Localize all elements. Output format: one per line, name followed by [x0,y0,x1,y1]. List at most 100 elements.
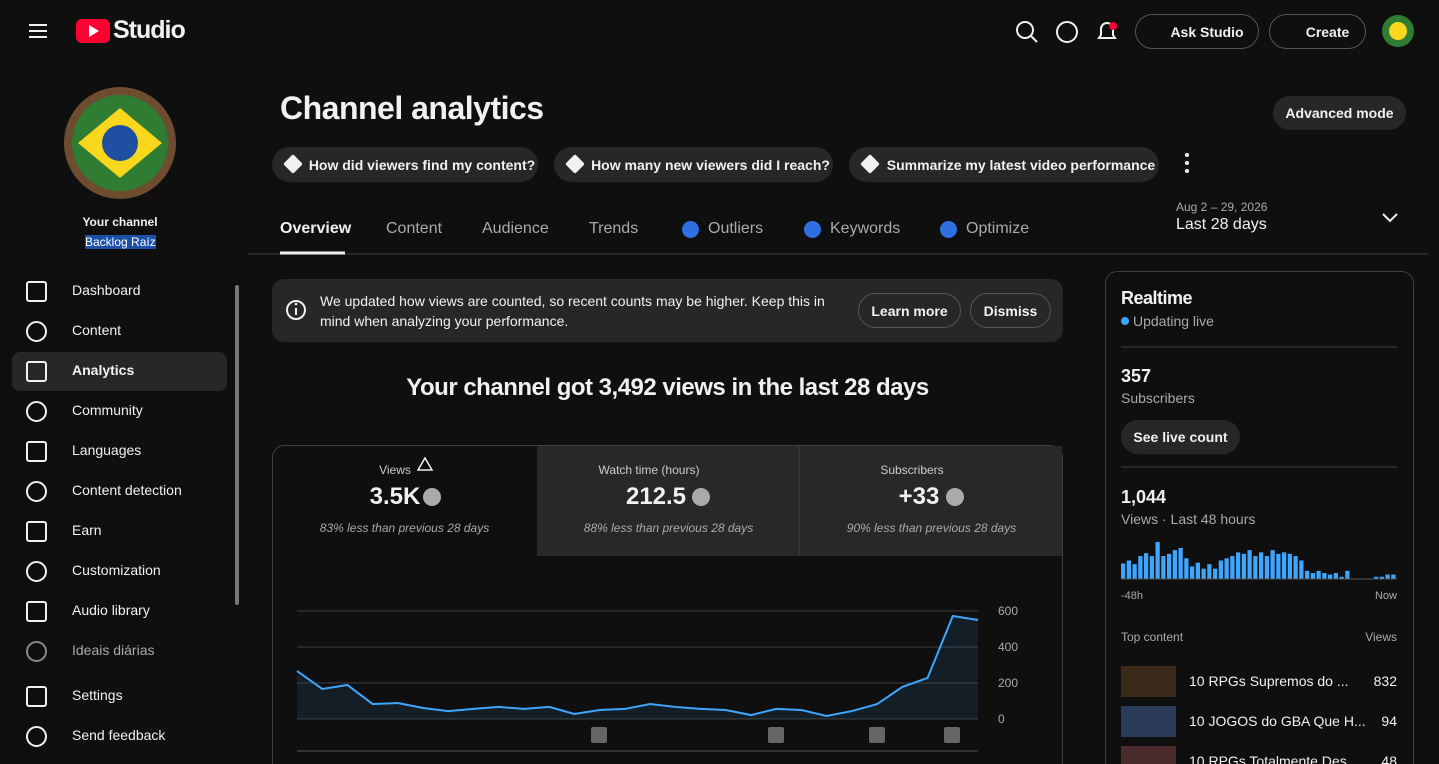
metric-note: 83% less than previous 28 days [319,521,490,535]
bar [1138,556,1143,579]
page-title: Channel analytics [280,90,544,126]
tab[interactable]: Audience [482,220,549,237]
bar [1391,574,1396,579]
bar [1385,574,1390,579]
nav-icon[interactable] [26,321,47,342]
top-content-title: 10 RPGs Totalmente Des... [1189,753,1359,764]
nav-icon[interactable] [26,401,47,422]
bar [1374,576,1379,579]
prompt-button[interactable]: Summarize my latest video performance [849,147,1159,182]
start-label: -48h [1121,590,1144,602]
metric-label: Subscribers [880,463,944,477]
end-label: Now [1374,590,1397,602]
bar [1333,573,1338,579]
tab[interactable]: Content [386,220,443,237]
dismiss-button[interactable]: Dismiss [970,293,1051,328]
bar [1270,550,1275,579]
tab[interactable]: Optimize [966,220,1030,237]
prompt-button[interactable]: How did viewers find my content? [272,147,538,182]
nav-item[interactable]: Send feedback [72,727,166,743]
top-content-views: 94 [1381,713,1397,729]
metric-label: Views [379,463,411,477]
tab[interactable]: Keywords [830,220,901,237]
views-header: Views [1365,630,1397,644]
date-range: Aug 2 – 29, 2026 [1176,200,1268,214]
nav-item[interactable]: Languages [72,442,142,458]
top-content-title: 10 RPGs Supremos do ... [1189,673,1349,689]
bar [1218,560,1223,579]
nav-icon[interactable] [26,561,47,582]
nav-item[interactable]: Content detection [72,482,182,498]
nav-item[interactable]: Customization [72,562,161,578]
metric-note: 90% less than previous 28 days [846,521,1017,535]
bar [1241,553,1246,579]
bar [1236,552,1241,579]
nav-icon[interactable] [26,521,47,542]
bar [1155,542,1160,579]
nav-item[interactable]: Earn [72,522,102,538]
bar [1201,568,1206,579]
headline: Your channel got 3,492 views in the last… [406,374,929,401]
bar [1282,552,1287,579]
bar [1224,558,1229,579]
ask-studio-button[interactable]: Ask Studio [1135,14,1259,49]
bar [1345,570,1350,579]
tab-icon[interactable] [940,221,957,238]
tab-icon[interactable] [804,221,821,238]
see-live-count-button[interactable]: See live count [1121,420,1240,454]
nav-icon[interactable] [26,281,47,302]
learn-more-button[interactable]: Learn more [858,293,961,328]
bar [1253,556,1258,579]
y-tick-label: 600 [998,604,1018,618]
bar [1305,570,1310,579]
nav-item[interactable]: Community [72,402,143,418]
nav-icon[interactable] [26,481,47,502]
nav-icon[interactable] [26,601,47,622]
bar [1144,553,1149,579]
nav-item[interactable]: Ideais diárias [72,642,155,658]
tab[interactable]: Overview [280,220,352,237]
tab-icon[interactable] [682,221,699,238]
tab[interactable]: Trends [589,220,639,237]
bar [1299,560,1304,579]
realtime-status: Updating live [1133,313,1214,329]
top-content-views: 832 [1373,673,1397,689]
bar [1184,558,1189,579]
metric-value: +33 [898,483,940,510]
nav-item[interactable]: Analytics [72,362,135,378]
advanced-mode-button[interactable]: Advanced mode [1273,96,1406,130]
nav-icon[interactable] [26,361,47,382]
bar [1276,553,1281,579]
bar [1178,547,1183,579]
nav-icon[interactable] [26,441,47,462]
bar [1132,564,1137,579]
nav-item[interactable]: Content [72,322,122,338]
metric-label: Watch time (hours) [598,463,700,477]
nav-selected[interactable] [12,352,227,391]
channel-name: Backlog Raíz [85,235,156,249]
nav-item[interactable]: Audio library [72,602,150,618]
nav-icon[interactable] [26,686,47,707]
bar [1230,556,1235,579]
bar [1247,550,1252,579]
bar [1207,564,1212,579]
y-tick-label: 0 [998,712,1005,726]
nav-item[interactable]: Dashboard [72,282,141,298]
nav-icon[interactable] [26,641,47,662]
tab[interactable]: Outliers [708,220,764,237]
metric-value: 3.5K [369,483,421,510]
bar [1121,563,1126,579]
create-button[interactable]: Create [1269,14,1366,49]
subscribers-label: Subscribers [1121,390,1195,406]
top-content-label: Top content [1121,630,1184,644]
bar [1149,556,1154,579]
period: Last 28 days [1176,216,1267,233]
views-count: 1,044 [1121,487,1167,507]
line [296,614,979,717]
area [297,616,978,719]
nav-item[interactable]: Settings [72,687,123,703]
prompt-button[interactable]: How many new viewers did I reach? [554,147,833,182]
nav-icon[interactable] [26,726,47,747]
bar [1161,556,1166,579]
